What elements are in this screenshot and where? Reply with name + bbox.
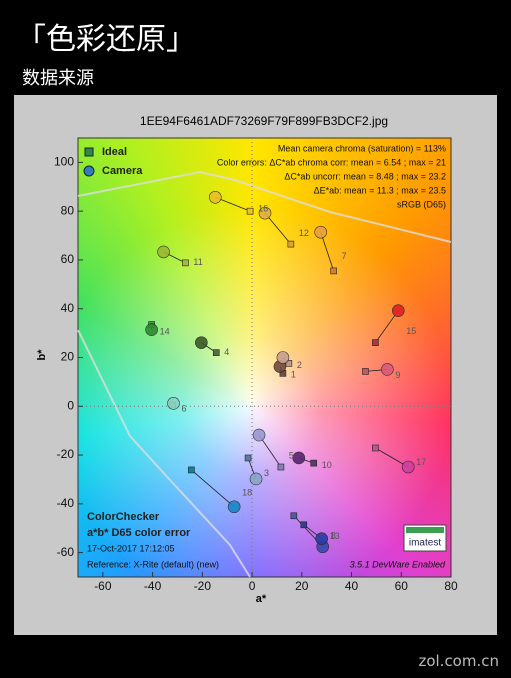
point-label: 7 bbox=[342, 251, 347, 261]
x-tick-label: 20 bbox=[295, 579, 309, 593]
annotation: Color errors: ΔC*ab chroma corr: mean = … bbox=[217, 157, 446, 167]
y-axis-label: b* bbox=[36, 349, 48, 361]
ideal-point bbox=[188, 466, 195, 474]
legend-label: Ideal bbox=[102, 146, 127, 158]
camera-point bbox=[167, 397, 180, 410]
camera-point bbox=[249, 472, 263, 486]
camera-point bbox=[258, 206, 272, 220]
ideal-point bbox=[362, 368, 369, 375]
header-subtitle: 数据来源 bbox=[22, 68, 94, 89]
y-tick-label: 80 bbox=[61, 203, 75, 217]
annotation: 17-Oct-2017 17:12:05 bbox=[87, 543, 175, 553]
annotation: ΔE*ab: mean = 11.3 ; max = 23.5 bbox=[314, 185, 446, 195]
x-tick-label: -40 bbox=[144, 579, 162, 593]
camera-point bbox=[315, 532, 328, 546]
ideal-point bbox=[290, 512, 298, 520]
ideal-point bbox=[285, 360, 293, 367]
camera-point bbox=[252, 428, 266, 442]
camera-point bbox=[391, 304, 405, 317]
annotation: sRGB (D65) bbox=[397, 199, 446, 209]
camera-point bbox=[195, 336, 208, 349]
legend-marker bbox=[84, 147, 94, 157]
point-label: 17 bbox=[416, 457, 426, 467]
y-tick-label: 40 bbox=[61, 301, 75, 315]
x-tick-label: 40 bbox=[345, 579, 359, 593]
point-label: 12 bbox=[299, 228, 309, 238]
y-tick-label: 20 bbox=[61, 350, 75, 364]
error-connector bbox=[264, 212, 292, 245]
annotation: a*b* D65 color error bbox=[87, 527, 191, 539]
ideal-point bbox=[212, 349, 220, 356]
point-label: 6 bbox=[181, 404, 186, 414]
logo: imatest bbox=[409, 538, 441, 549]
y-tick-label: 0 bbox=[67, 398, 74, 412]
camera-point bbox=[227, 500, 241, 514]
ideal-point bbox=[287, 240, 295, 248]
point-label: 8 bbox=[331, 531, 336, 541]
camera-point bbox=[157, 245, 170, 259]
point-label: 11 bbox=[193, 257, 202, 267]
logo-bar bbox=[406, 527, 444, 533]
ideal-point bbox=[182, 259, 189, 267]
ideal-point bbox=[246, 207, 254, 215]
annotation: 3.5.1 DevWare Enabled bbox=[350, 559, 446, 569]
point-label: 15 bbox=[406, 326, 416, 336]
point-label: 3 bbox=[264, 468, 269, 478]
ideal-point bbox=[277, 463, 285, 471]
x-tick-label: -60 bbox=[94, 579, 112, 593]
ideal-point bbox=[372, 339, 379, 346]
chart-title: 1EE94F6461ADF73269F79F899FB3DCF2.jpg bbox=[140, 114, 388, 128]
point-label: 1 bbox=[291, 369, 296, 379]
point-label: 5 bbox=[289, 450, 294, 460]
point-label: 10 bbox=[322, 460, 332, 470]
point-label: 18 bbox=[242, 488, 252, 498]
annotation: ColorChecker bbox=[87, 511, 160, 523]
error-connector bbox=[191, 469, 235, 508]
camera-point bbox=[401, 460, 415, 474]
ideal-point bbox=[372, 444, 379, 452]
camera-point bbox=[292, 451, 306, 465]
y-tick-label: 100 bbox=[54, 155, 74, 169]
camera-point bbox=[314, 225, 327, 239]
ideal-point bbox=[300, 521, 308, 529]
ideal-point bbox=[244, 454, 252, 462]
x-tick-label: -20 bbox=[194, 579, 212, 593]
error-connector bbox=[258, 434, 282, 468]
y-tick-label: -60 bbox=[57, 545, 75, 559]
point-label: 13 bbox=[330, 531, 340, 541]
point-label: 16 bbox=[258, 204, 268, 214]
camera-point bbox=[381, 363, 394, 376]
x-tick-label: 80 bbox=[444, 579, 458, 593]
annotation: Reference: X-Rite (default) (new) bbox=[87, 559, 219, 569]
header-title: 「色彩还原」 bbox=[16, 22, 196, 57]
error-connector bbox=[375, 310, 399, 343]
x-tick-label: 60 bbox=[395, 579, 409, 593]
footer: zol.com.cn bbox=[418, 652, 499, 670]
y-tick-label: -40 bbox=[57, 496, 75, 510]
x-tick-label: 0 bbox=[249, 579, 256, 593]
ideal-point bbox=[310, 459, 318, 467]
point-label: 9 bbox=[395, 370, 400, 380]
y-tick-label: -20 bbox=[57, 447, 75, 461]
gamut-line bbox=[77, 329, 251, 578]
error-connector bbox=[375, 447, 409, 468]
annotation: ΔC*ab uncorr: mean = 8.48 ; max = 23.2 bbox=[284, 171, 446, 181]
camera-point bbox=[208, 190, 222, 204]
camera-point bbox=[276, 351, 290, 364]
error-connector bbox=[320, 232, 335, 272]
annotation: Mean camera chroma (saturation) = 113% bbox=[278, 143, 446, 153]
camera-point bbox=[145, 323, 158, 336]
y-tick-label: 60 bbox=[61, 252, 75, 266]
legend-label: Camera bbox=[102, 165, 143, 177]
point-label: 2 bbox=[297, 360, 302, 370]
ideal-point bbox=[330, 267, 337, 275]
gamut-line bbox=[77, 170, 452, 243]
legend-marker bbox=[83, 165, 95, 177]
point-label: 14 bbox=[160, 327, 170, 337]
x-axis-label: a* bbox=[256, 593, 267, 605]
point-label: 4 bbox=[224, 347, 229, 357]
